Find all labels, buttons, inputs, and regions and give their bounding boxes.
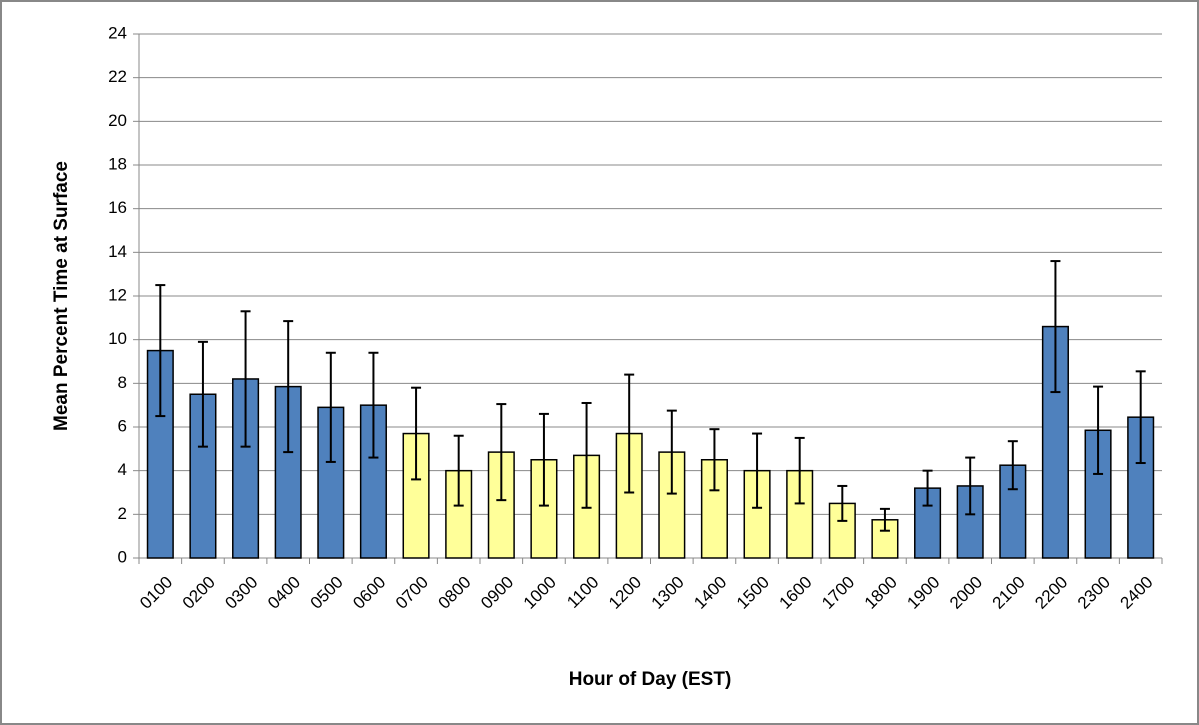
error-bar <box>624 373 635 494</box>
y-tick-label: 6 <box>118 416 127 435</box>
error-bar <box>1093 385 1104 475</box>
y-tick-label: 8 <box>118 373 127 392</box>
error-bar <box>709 428 720 492</box>
y-tick-label: 14 <box>108 242 127 261</box>
error-bar <box>368 351 379 459</box>
error-bar <box>155 284 166 418</box>
y-tick-label: 4 <box>118 460 127 479</box>
x-axis-title: Hour of Day (EST) <box>569 669 732 690</box>
error-bar <box>453 434 464 507</box>
error-bar <box>1007 440 1018 491</box>
error-bar <box>1050 260 1061 394</box>
y-tick-label: 10 <box>108 329 127 348</box>
error-bar <box>197 340 208 448</box>
error-bar <box>879 507 890 532</box>
bar <box>530 459 558 559</box>
error-bar <box>325 351 336 463</box>
y-axis-title: Mean Percent Time at Surface <box>51 161 72 431</box>
y-tick-label: 12 <box>108 285 127 304</box>
bar <box>658 451 686 559</box>
y-tick-label: 20 <box>108 111 127 130</box>
y-tick-label: 0 <box>118 547 127 566</box>
error-bar <box>283 320 294 454</box>
error-bar <box>581 401 592 509</box>
error-bar <box>794 436 805 505</box>
error-bar <box>666 409 677 495</box>
error-bar <box>752 432 763 509</box>
error-bar <box>837 484 848 522</box>
y-tick-label: 22 <box>108 67 127 86</box>
error-bar <box>538 412 549 507</box>
error-bar <box>1135 370 1146 465</box>
y-tick-label: 2 <box>118 504 127 523</box>
error-bar <box>922 469 933 507</box>
y-tick-label: 18 <box>108 154 127 173</box>
error-bar <box>240 310 251 448</box>
error-bar <box>411 386 422 481</box>
error-bar <box>496 403 507 502</box>
error-bar <box>965 456 976 516</box>
y-tick-label: 16 <box>108 198 127 217</box>
y-tick-label: 24 <box>108 23 127 42</box>
